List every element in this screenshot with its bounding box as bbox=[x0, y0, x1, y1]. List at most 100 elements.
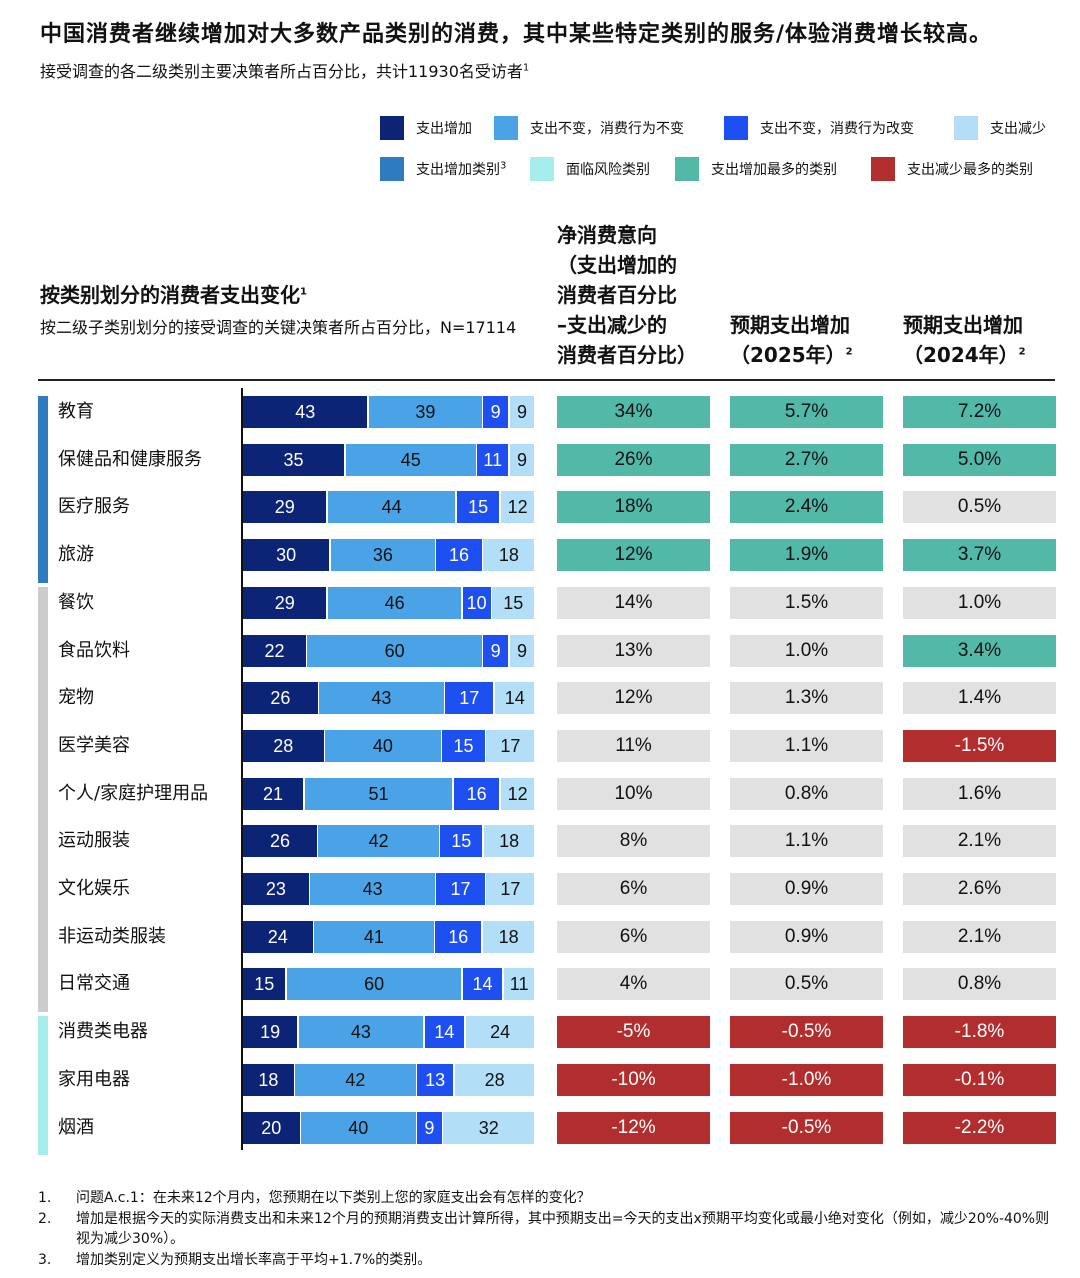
legend-item: 面临风险类别 bbox=[530, 157, 650, 181]
bar-segment: 40 bbox=[325, 729, 441, 762]
growth-2025-cell: -0.5% bbox=[730, 1111, 883, 1144]
bar-segment: 43 bbox=[243, 396, 368, 428]
legend-swatch bbox=[675, 157, 699, 181]
bar-segment: 9 bbox=[509, 443, 535, 476]
growth-2025-cell: 2.7% bbox=[730, 443, 883, 476]
growth-2025-cell: 0.8% bbox=[730, 777, 883, 810]
growth-2025-cell: 1.0% bbox=[730, 634, 883, 667]
bar-segment: 42 bbox=[318, 825, 439, 858]
growth-2025-header: 预期支出增加 （2025年）2 bbox=[730, 313, 853, 367]
bar-segment: 43 bbox=[310, 873, 435, 905]
bar-segment: 11 bbox=[477, 443, 509, 476]
legend-label: 面临风险类别 bbox=[566, 162, 650, 178]
bar-segment: 18 bbox=[483, 539, 535, 572]
bar-segment: 14 bbox=[424, 1016, 465, 1049]
growth-2025-cell: 1.9% bbox=[730, 539, 883, 572]
bar-segment: 15 bbox=[492, 586, 535, 619]
net-intent-cell: 14% bbox=[557, 586, 710, 619]
legend-swatch bbox=[871, 157, 895, 181]
bar-segment: 9 bbox=[417, 1111, 442, 1144]
legend-label: 支出不变，消费行为不变 bbox=[530, 121, 684, 137]
growth-2025-cell: 1.1% bbox=[730, 825, 883, 858]
growth-2025-cell: 1.3% bbox=[730, 682, 883, 715]
legend-item: 支出不变，消费行为不变 bbox=[494, 116, 684, 140]
legend-label-sup: 3 bbox=[500, 160, 507, 172]
legend-item: 支出增加类别3 bbox=[380, 157, 506, 181]
bar-segment: 35 bbox=[243, 443, 345, 476]
category-group-bar bbox=[38, 1016, 48, 1156]
bar-segment: 18 bbox=[483, 825, 535, 858]
category-label: 宠物 bbox=[58, 687, 94, 709]
growth-2025-cell: 1.1% bbox=[730, 729, 883, 762]
legend-item: 支出增加 bbox=[380, 116, 472, 140]
bar-segment: 9 bbox=[483, 396, 509, 428]
footnote-text: 问题A.c.1：在未来12个月内，您预期在以下类别上您的家庭支出会有怎样的变化？ bbox=[76, 1190, 591, 1206]
bar-segment: 39 bbox=[368, 396, 482, 428]
bar-segment: 45 bbox=[345, 443, 476, 476]
legend-swatch bbox=[954, 116, 978, 140]
growth-2024-cell: 2.1% bbox=[903, 920, 1056, 953]
legend-item: 支出减少 bbox=[954, 116, 1046, 140]
net-intent-cell: 12% bbox=[557, 539, 710, 572]
bar-segment: 43 bbox=[298, 1016, 424, 1049]
legend-label: 支出减少最多的类别 bbox=[907, 162, 1033, 178]
growth-2025-cell: 0.5% bbox=[730, 968, 883, 1001]
net-intent-cell: -10% bbox=[557, 1063, 710, 1096]
bar-segment: 16 bbox=[453, 777, 500, 810]
bar-segment: 15 bbox=[243, 968, 286, 1001]
category-label: 食品饮料 bbox=[58, 639, 130, 661]
growth-2024-cell: 0.5% bbox=[903, 491, 1056, 524]
bar-segment: 19 bbox=[243, 1016, 298, 1049]
category-label: 保健品和健康服务 bbox=[58, 448, 202, 470]
growth-2024-cell: 1.0% bbox=[903, 586, 1056, 619]
net-intent-cell: 26% bbox=[557, 443, 710, 476]
category-label: 餐饮 bbox=[58, 591, 94, 613]
bar-segment: 29 bbox=[243, 491, 327, 524]
bar-segment: 44 bbox=[327, 491, 456, 524]
growth-2024-header: 预期支出增加 （2024年）2 bbox=[903, 313, 1026, 367]
bar-segment: 9 bbox=[509, 396, 535, 428]
bar-segment: 26 bbox=[243, 682, 318, 715]
net-intent-cell: 8% bbox=[557, 825, 710, 858]
bar-segment: 29 bbox=[243, 586, 327, 619]
bar-segment: 30 bbox=[243, 539, 330, 572]
bar-segment: 13 bbox=[417, 1063, 454, 1096]
bar-segment: 41 bbox=[314, 920, 434, 953]
bar-segment: 36 bbox=[330, 539, 435, 572]
net-intent-cell: 10% bbox=[557, 777, 710, 810]
legend-label: 支出减少 bbox=[990, 121, 1046, 137]
bar-segment: 43 bbox=[319, 682, 444, 715]
bar-segment: 46 bbox=[327, 586, 462, 619]
category-label: 医学美容 bbox=[58, 734, 130, 756]
category-label: 旅游 bbox=[58, 544, 94, 566]
bar-segment: 11 bbox=[503, 968, 535, 1001]
category-label: 家用电器 bbox=[58, 1068, 130, 1090]
bar-axis-line bbox=[241, 388, 243, 1150]
bar-segment: 60 bbox=[286, 968, 462, 1001]
header-rule bbox=[38, 379, 1055, 381]
bar-segment: 22 bbox=[243, 634, 306, 667]
page-subtitle: 接受调查的各二级类别主要决策者所占百分比，共计11930名受访者1 bbox=[40, 62, 530, 81]
page-title: 中国消费者继续增加对大多数产品类别的消费，其中某些特定类别的服务/体验消费增长较… bbox=[40, 22, 993, 47]
growth-2025-cell: -1.0% bbox=[730, 1063, 883, 1096]
category-label: 医疗服务 bbox=[58, 496, 130, 518]
net-intent-cell: 4% bbox=[557, 968, 710, 1001]
bar-segment: 40 bbox=[301, 1111, 416, 1144]
bar-segment: 28 bbox=[454, 1063, 535, 1096]
bar-segment: 14 bbox=[494, 682, 535, 715]
growth-2024-cell: -2.2% bbox=[903, 1111, 1056, 1144]
bar-segment: 12 bbox=[500, 491, 535, 524]
footnote-number: 3. bbox=[38, 1252, 52, 1268]
growth-2024-cell: 1.4% bbox=[903, 682, 1056, 715]
bar-segment: 60 bbox=[307, 634, 482, 667]
growth-2025-cell: 5.7% bbox=[730, 396, 883, 428]
growth-2025-cell: -0.5% bbox=[730, 1016, 883, 1049]
bar-segment: 17 bbox=[436, 873, 485, 905]
legend-item: 支出增加最多的类别 bbox=[675, 157, 837, 181]
net-intent-cell: 34% bbox=[557, 396, 710, 428]
category-label: 文化娱乐 bbox=[58, 878, 130, 899]
category-label: 非运动类服装 bbox=[58, 925, 166, 947]
bar-segment: 9 bbox=[509, 634, 535, 667]
bar-segment: 20 bbox=[243, 1111, 300, 1144]
bar-segment: 51 bbox=[304, 777, 453, 810]
